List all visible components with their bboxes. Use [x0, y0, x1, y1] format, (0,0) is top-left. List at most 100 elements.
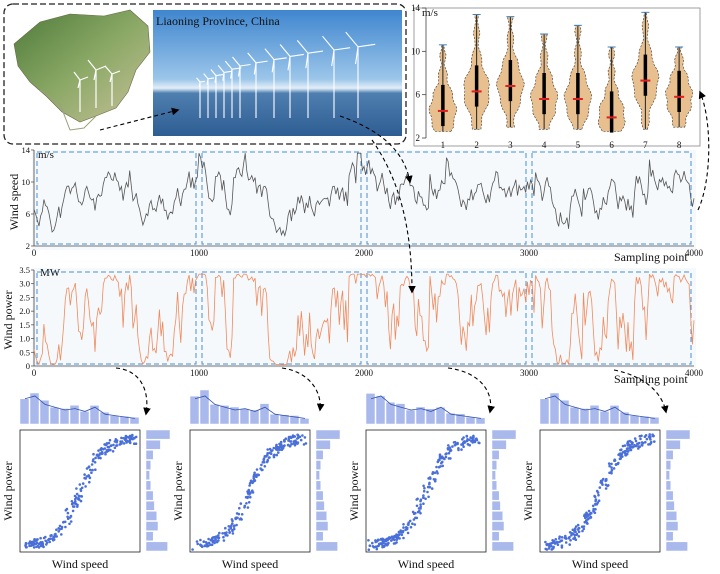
scatter-point	[555, 540, 559, 544]
right-histogram-bar	[315, 521, 329, 531]
top-histogram-bar	[269, 413, 280, 425]
right-histogram-bar	[145, 439, 161, 450]
scatter-point	[191, 548, 194, 551]
scatter-point	[367, 548, 371, 551]
scatter-ylabel: Wind power	[347, 461, 361, 520]
scatter-point	[84, 485, 87, 488]
right-histogram-bar	[491, 511, 504, 521]
right-histogram-bar	[315, 541, 338, 552]
photo-turbine-blade	[196, 77, 201, 83]
scatter-point	[303, 436, 307, 439]
scatter-point	[473, 440, 477, 444]
scatter-point	[371, 541, 374, 545]
top-histogram-bar	[445, 412, 456, 425]
violin-category-label: 2	[474, 140, 479, 150]
scatter-point	[99, 456, 102, 460]
photo-turbine-blade	[237, 65, 241, 77]
violin-y-tick-label: 10	[411, 46, 421, 56]
scatter-point	[602, 477, 605, 481]
scatter-point	[229, 525, 232, 529]
scatter-point	[58, 524, 62, 528]
scatter-point	[367, 539, 370, 542]
scatter-point	[433, 471, 437, 475]
right-histogram-bar	[665, 511, 678, 521]
scatter-point	[422, 502, 425, 506]
speed-panel-background	[32, 150, 696, 250]
right-histogram-bar	[315, 450, 324, 460]
scatter-xlabel: Wind speed	[222, 557, 279, 571]
location-photo-panel: Liaoning Province, China	[3, 3, 407, 145]
scatter-point	[54, 532, 57, 536]
scatter-point	[29, 544, 32, 547]
scatter-point	[626, 444, 630, 447]
scatter-point	[257, 473, 260, 477]
scatter-point	[78, 483, 82, 486]
photo-turbine-blade	[230, 69, 233, 79]
photo-turbine-icons	[196, 31, 376, 118]
photo-turbine-blade	[217, 64, 225, 73]
scatter-point	[633, 443, 636, 447]
scatter-point	[95, 453, 99, 457]
flow-arrows	[99, 90, 710, 416]
scatter-point	[413, 523, 417, 526]
scatter-point	[213, 540, 216, 543]
series-x-tick-label: 1000	[190, 248, 209, 258]
photo-turbine-blade	[214, 75, 217, 83]
photo-turbine-blade	[206, 78, 209, 85]
scatter-point	[550, 544, 553, 548]
power-panel-background	[32, 268, 696, 368]
location-label: Liaoning Province, China	[156, 14, 280, 28]
scatter-point	[71, 505, 75, 508]
scatter-point	[286, 443, 290, 447]
top-histogram-bar	[49, 406, 60, 425]
right-histogram-bar	[315, 490, 324, 501]
scatter-point	[100, 447, 103, 450]
scatter-point	[47, 538, 50, 542]
top-histogram-bar	[109, 415, 120, 425]
scatter-point	[288, 444, 292, 448]
scatter-point	[134, 435, 138, 439]
scatter-point	[28, 540, 32, 543]
scatter-point	[268, 447, 272, 451]
scatter-point	[469, 436, 473, 439]
scatter-point	[57, 530, 60, 533]
scatter-point	[626, 440, 630, 444]
scatter-point	[87, 474, 90, 477]
scatter-point	[68, 522, 71, 526]
scatter-point	[250, 479, 253, 483]
scatter-point	[638, 445, 641, 449]
scatter-point	[406, 531, 410, 535]
scatter-point	[436, 460, 440, 464]
scatter-point	[235, 523, 238, 527]
scatter-point	[633, 437, 637, 440]
scatter-point	[222, 539, 226, 542]
photo-turbine-blade	[199, 80, 205, 83]
photo-turbine-blade	[271, 59, 275, 73]
scatter-point	[449, 457, 452, 460]
scatter-point	[62, 520, 65, 524]
scatter-point	[580, 525, 584, 528]
scatter-point	[597, 499, 601, 503]
segment-box-1	[36, 151, 197, 245]
scatter-point	[615, 463, 618, 466]
scatter-point	[577, 535, 581, 538]
scatter-point	[79, 495, 83, 498]
right-histogram-bar	[315, 500, 325, 511]
series-y-tick-label: 1.5	[19, 320, 30, 330]
scatter-point	[272, 454, 276, 457]
scatter-point	[419, 511, 422, 515]
top-histogram-kde	[24, 395, 136, 419]
scatter-point	[461, 438, 464, 441]
scatter-point	[634, 439, 638, 443]
scatter-point	[24, 542, 28, 546]
right-histogram-bar	[491, 460, 498, 470]
scatter-point	[427, 495, 430, 499]
scatter-point	[419, 499, 422, 503]
scatter-point	[269, 452, 273, 456]
scatter-point	[560, 544, 564, 547]
scatter-point	[111, 450, 115, 453]
series-y-tick-label: 1.0	[19, 334, 30, 344]
scatter-point	[247, 501, 251, 504]
series-x-tick-label: 4000	[685, 368, 704, 378]
scatter-point	[196, 542, 199, 546]
